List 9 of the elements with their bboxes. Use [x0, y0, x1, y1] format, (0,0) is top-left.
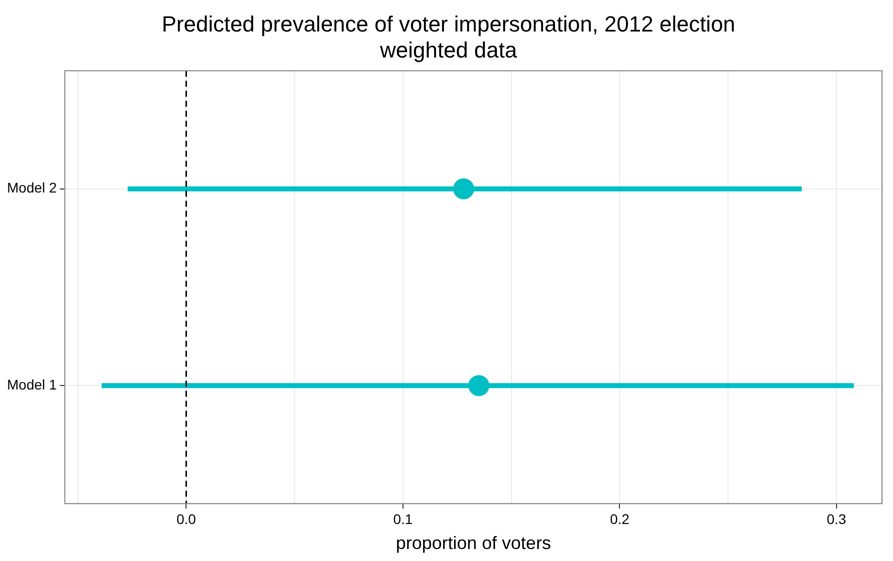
chart-subtitle: weighted data — [379, 38, 518, 63]
x-tick-label: 0.2 — [610, 510, 630, 527]
x-tick-label: 0.0 — [176, 510, 196, 527]
y-tick-label: Model 2 — [6, 180, 58, 196]
x-tick-label: 0.3 — [826, 510, 846, 527]
x-axis-title: proportion of voters — [396, 533, 551, 554]
x-tick-label: 0.1 — [393, 510, 413, 527]
y-tick-label: Model 1 — [6, 376, 58, 392]
chart-title: Predicted prevalence of voter impersonation, 2012 election — [162, 11, 736, 36]
